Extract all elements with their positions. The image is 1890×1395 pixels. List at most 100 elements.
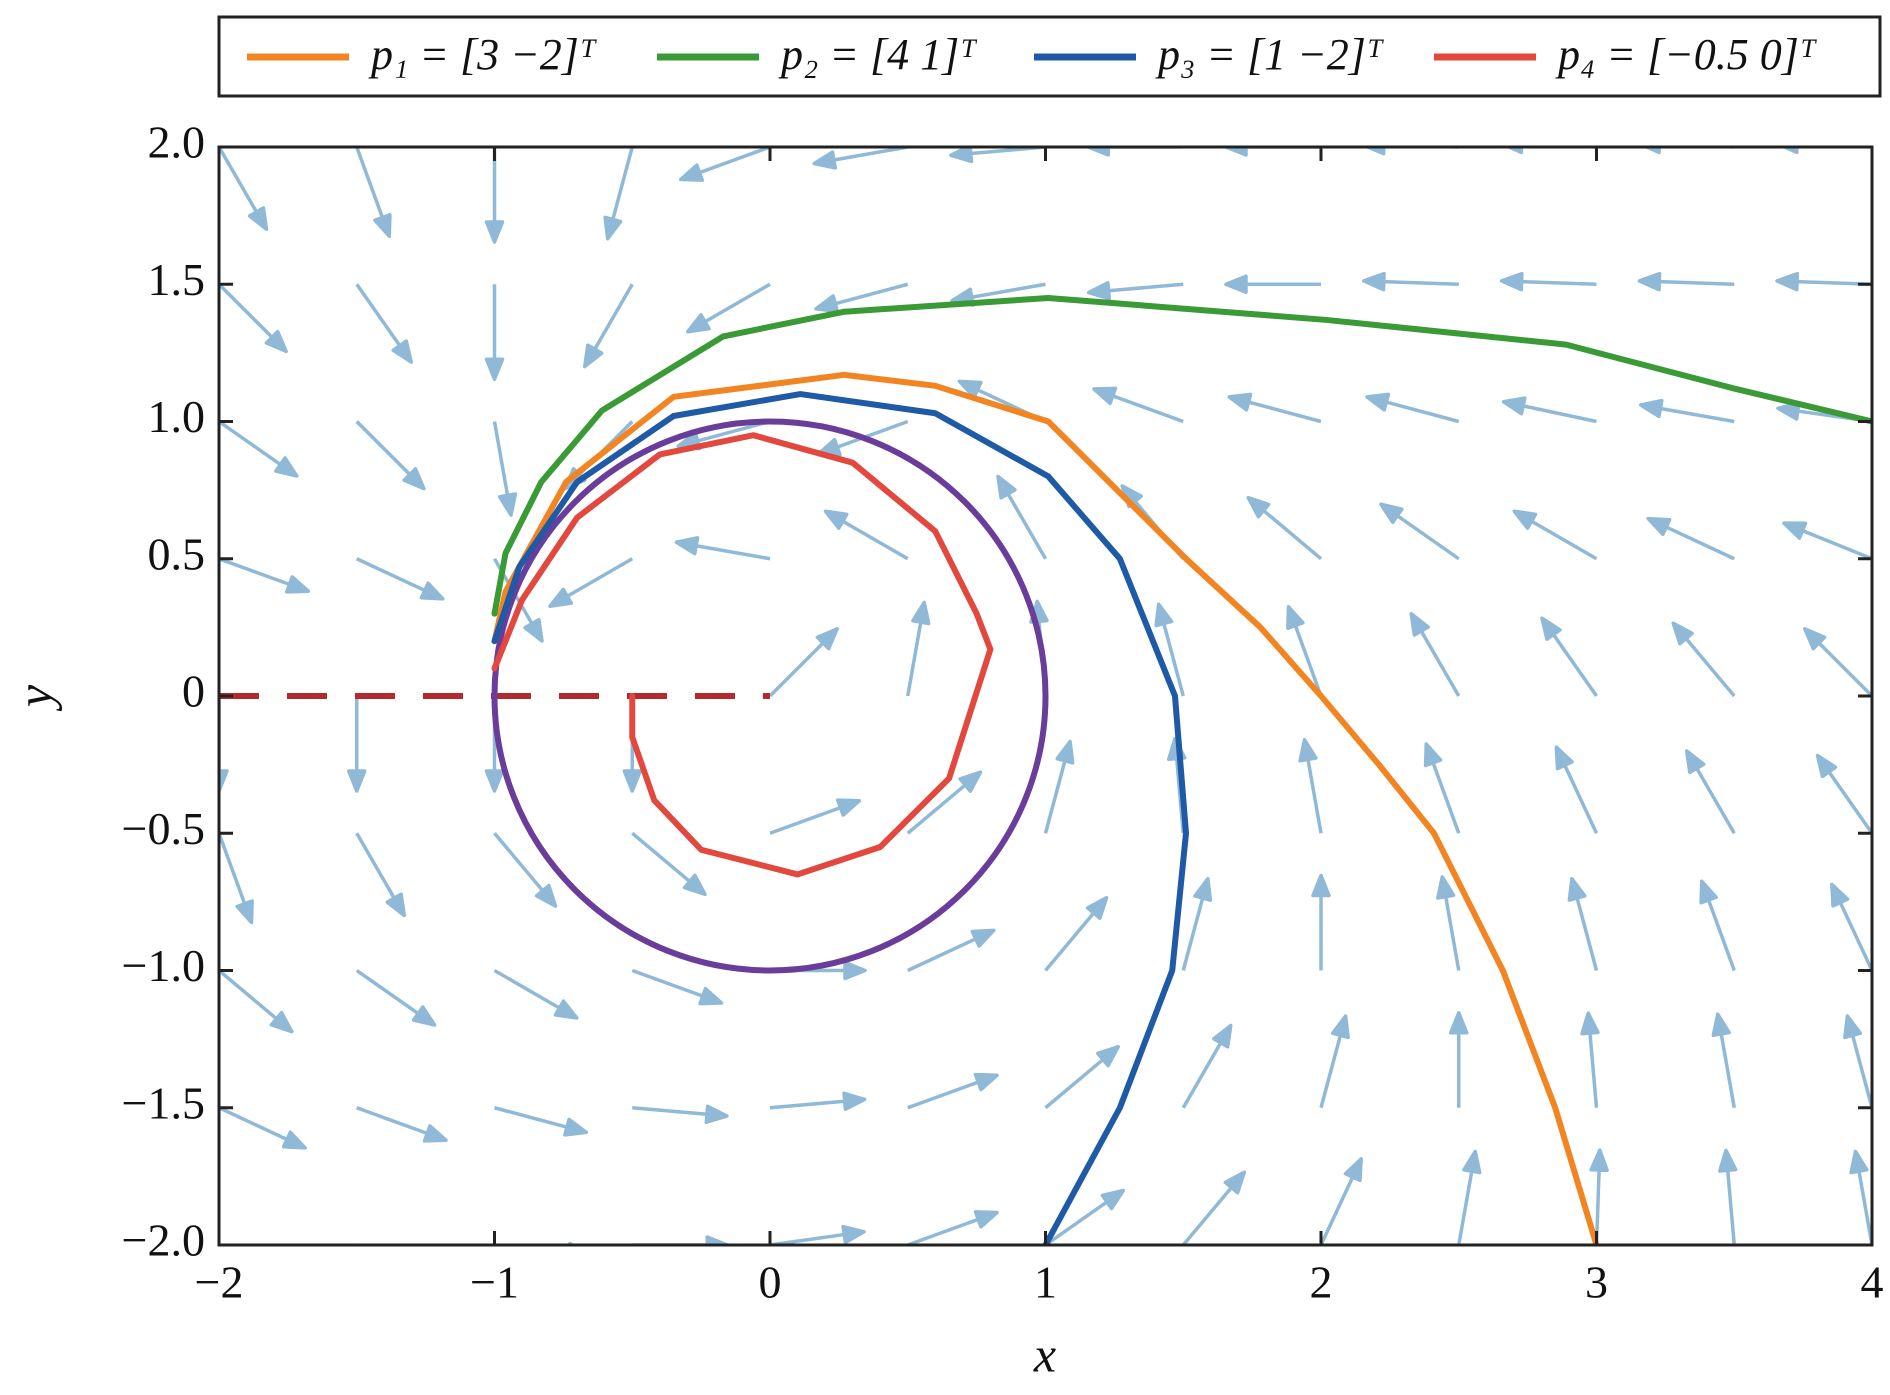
x-tick-label: 3 bbox=[1585, 1257, 1608, 1308]
vector-arrow bbox=[631, 831, 707, 897]
vector-arrow bbox=[1642, 147, 1735, 155]
vector-arrow bbox=[583, 283, 634, 369]
vector-arrow bbox=[631, 968, 724, 1006]
vector-arrow bbox=[769, 1224, 866, 1245]
legend-label: p₃ = [1 −2]ᵀ bbox=[1155, 30, 1384, 79]
legend-label: p₄ = [−0.5 0]ᵀ bbox=[1555, 30, 1817, 79]
vector-arrow bbox=[1319, 1157, 1363, 1245]
vector-arrow bbox=[484, 284, 505, 381]
vector-arrow bbox=[219, 969, 294, 1034]
vector-arrow bbox=[493, 968, 579, 1020]
vector-arrow bbox=[1362, 271, 1459, 292]
vector-arrow bbox=[356, 1106, 448, 1143]
x-tick-label: −1 bbox=[470, 1257, 519, 1308]
vector-arrow bbox=[685, 282, 771, 334]
vector-arrow bbox=[1044, 895, 1109, 972]
vector-arrow bbox=[907, 1072, 999, 1110]
vector-arrow bbox=[812, 147, 909, 170]
y-tick-label: 0 bbox=[182, 666, 205, 717]
vector-arrow bbox=[355, 832, 406, 918]
vector-arrow bbox=[1086, 281, 1184, 301]
y-tick-label: 2.0 bbox=[148, 117, 206, 168]
vector-arrow bbox=[1646, 516, 1735, 561]
vector-arrow bbox=[1181, 1170, 1247, 1245]
vector-arrow bbox=[494, 1106, 589, 1137]
y-tick-label: −1.0 bbox=[122, 940, 205, 991]
vector-arrow bbox=[1423, 742, 1461, 834]
vector-arrow bbox=[769, 1091, 867, 1111]
x-tick-label: 2 bbox=[1310, 1257, 1333, 1308]
vector-arrow bbox=[219, 147, 269, 232]
vector-arrow bbox=[1849, 1149, 1872, 1245]
vector-arrow bbox=[492, 421, 518, 517]
plot-area bbox=[219, 147, 1872, 1245]
trajectory bbox=[491, 432, 994, 878]
trajectory bbox=[491, 294, 1872, 617]
vector-arrow bbox=[823, 509, 909, 561]
vector-arrow bbox=[1227, 392, 1322, 424]
y-tick-label: 1.0 bbox=[148, 391, 206, 442]
vector-arrow bbox=[356, 557, 445, 601]
vector-arrow bbox=[1043, 739, 1075, 834]
vector-arrow bbox=[1181, 1023, 1233, 1109]
x-tick-label: 0 bbox=[759, 1257, 782, 1308]
x-tick-label: 1 bbox=[1034, 1257, 1057, 1308]
vector-arrow bbox=[678, 147, 771, 182]
vector-arrow bbox=[1224, 274, 1321, 294]
vector-arrow bbox=[1638, 398, 1735, 424]
x-axis-label: x bbox=[1033, 1326, 1056, 1382]
vector-arrow bbox=[484, 147, 505, 244]
vector-arrow bbox=[1457, 1149, 1482, 1245]
limit-cycle bbox=[491, 418, 1049, 974]
vector-arrow bbox=[1499, 271, 1597, 292]
vector-arrow bbox=[1815, 753, 1872, 835]
vector-arrow bbox=[356, 1243, 367, 1245]
y-tick-label: 1.5 bbox=[148, 254, 206, 305]
vector-arrow bbox=[219, 832, 254, 925]
vector-arrow bbox=[219, 420, 299, 478]
vector-arrow bbox=[1181, 876, 1213, 971]
vector-arrow bbox=[1775, 271, 1872, 292]
vector-arrow bbox=[1379, 502, 1460, 561]
x-tick-label: −2 bbox=[195, 1257, 244, 1308]
vector-arrow bbox=[493, 832, 558, 908]
vector-arrow bbox=[219, 1106, 307, 1150]
vector-arrow bbox=[1671, 621, 1736, 698]
vector-arrow bbox=[814, 282, 909, 314]
vector-arrow bbox=[1580, 1011, 1600, 1108]
trajectory bbox=[491, 371, 1600, 1245]
vector-arrow bbox=[1554, 745, 1599, 834]
vector-arrow bbox=[906, 600, 931, 697]
vector-arrow bbox=[1044, 1044, 1121, 1110]
vector-arrow bbox=[1717, 1148, 1738, 1245]
vector-arrow bbox=[906, 770, 983, 835]
vector-arrow bbox=[1246, 495, 1323, 561]
vector-arrow bbox=[1699, 879, 1736, 972]
vector-arrow bbox=[1512, 509, 1598, 561]
vector-arrow bbox=[1830, 882, 1872, 972]
vector-arrow bbox=[1436, 875, 1461, 971]
vector-arrow bbox=[355, 420, 426, 491]
vector-arrow bbox=[1311, 873, 1331, 971]
vector-arrow bbox=[548, 557, 634, 608]
vector-arrow bbox=[347, 696, 367, 793]
y-tick-label: −2.0 bbox=[122, 1215, 205, 1266]
vector-arrow bbox=[1319, 1014, 1350, 1109]
vector-arrow bbox=[1637, 271, 1735, 292]
vector-arrow bbox=[632, 1104, 729, 1125]
vector-arrow bbox=[219, 283, 288, 354]
vector-arrow bbox=[1540, 616, 1598, 698]
legend-label: p₁ = [3 −2]ᵀ bbox=[368, 30, 597, 79]
vector-arrow bbox=[1365, 392, 1460, 424]
vector-arrow bbox=[1567, 876, 1599, 971]
vector-arrow bbox=[768, 627, 839, 698]
vector-arrow bbox=[1044, 1188, 1126, 1245]
vector-arrow bbox=[1685, 749, 1736, 835]
vector-arrow bbox=[355, 283, 413, 364]
legend-label: p₂ = [4 1]ᵀ bbox=[778, 30, 977, 79]
x-tick-label: 4 bbox=[1861, 1257, 1884, 1308]
vector-arrow bbox=[1843, 1014, 1872, 1109]
vector-arrow bbox=[603, 147, 634, 241]
trajectory bbox=[491, 391, 1190, 1245]
